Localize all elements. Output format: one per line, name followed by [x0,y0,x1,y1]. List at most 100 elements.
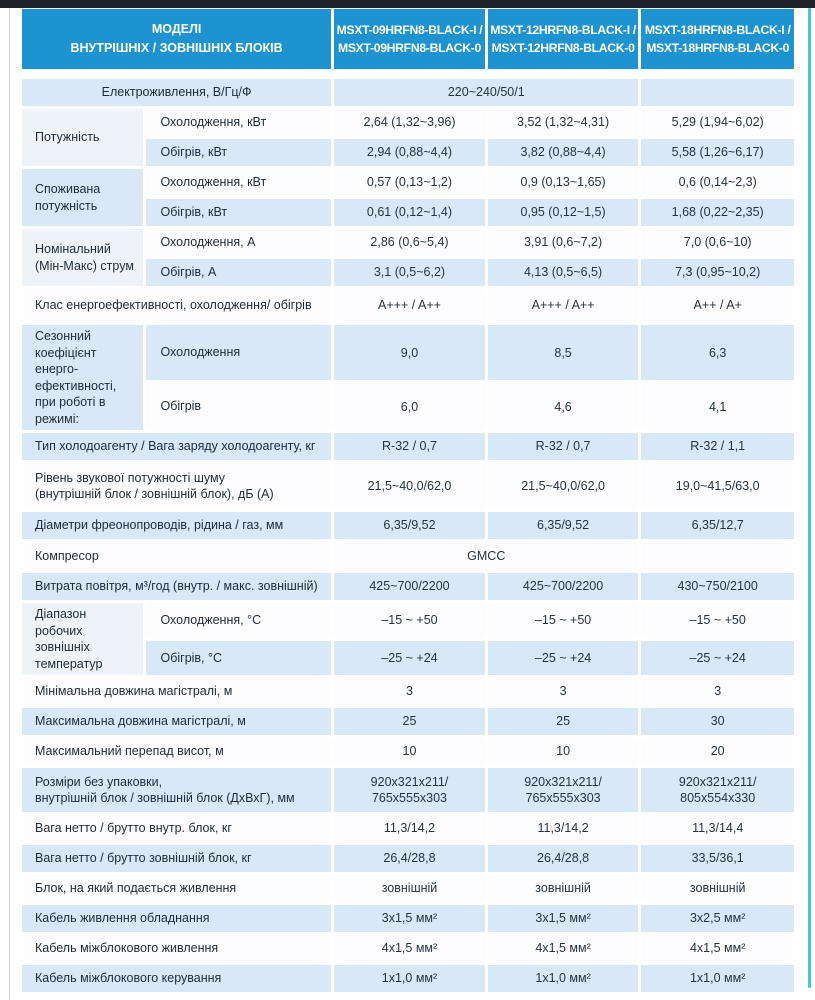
value-cell: 3,52 (1,32~4,31) [487,109,639,136]
spec-table-body: Електроживлення, В/Гц/Ф 220~240/50/1 Потуж… [22,79,794,992]
row-label: Рівень звукової потужності шуму (внутріш… [22,463,332,509]
spec-table: МОДЕЛІ ВНУТРІШНІХ / ЗОВНІШНІХ БЛОКІВ MSX… [19,6,797,995]
value-cell: 1х1,0 мм² [487,965,639,992]
table-row: Номінальний (Мін-Макс) струм Охолодження,… [22,229,794,286]
row-sub-label: Охолодження, кВт [146,169,332,196]
value-cell: 6,35/9,52 [487,512,639,539]
row-sub-label: Охолодження, А [146,229,332,256]
value-cell-merged: 220~240/50/1 [334,79,639,106]
table-row: Обігрів, °С –25 ~ +24 –25 ~ +24 –25 ~ +24 [22,640,794,675]
model-column-header-09: MSXT-09HRFN8-BLACK-I / MSXT-09HRFN8-BLAC… [334,9,485,69]
page-accent-line [808,8,811,988]
value-cell: R-32 / 0,7 [334,433,485,460]
value-cell: –25 ~ +24 [641,640,794,675]
value-cell: 430~750/2100 [641,573,794,600]
row-label: Компресор [22,542,332,570]
value-cell: 0,9 (0,13~1,65) [487,169,639,196]
table-row: Обігрів, А 3,1 (0,5~6,2) 4,13 (0,5~6,5) 7,3… [22,259,794,286]
value-cell: 3,82 (0,88~4,4) [487,139,639,166]
value-cell: A+++ / A++ [487,289,639,322]
row-label: Кабель міжблокового керування [22,965,332,992]
table-row: Обігрів, кВт 2,94 (0,88~4,4) 3,82 (0,88~4,… [22,139,794,166]
value-cell: 6,0 [334,383,485,430]
value-cell: 4,6 [487,383,639,430]
value-cell: 6,35/12,7 [641,512,794,539]
models-header-line2: ВНУТРІШНІХ / ЗОВНІШНІХ БЛОКІВ [70,41,283,55]
value-cell-empty [641,79,794,106]
table-row: Діапазон робочих зовнішніх температур Охо… [22,603,794,675]
value-cell: –25 ~ +24 [334,640,485,675]
table-row: Діаметри фреонопроводів, рідина / газ, м… [22,512,794,539]
value-cell: зовнішній [334,875,485,902]
value-cell: 2,94 (0,88~4,4) [334,139,485,166]
table-row: Максимальний перепад висот, м 10 10 20 [22,738,794,765]
row-label: Максимальний перепад висот, м [22,738,332,765]
value-cell: A++ / A+ [641,289,794,322]
value-cell: 7,0 (0,6~10) [641,229,794,256]
row-group-label: Споживана потужність [22,169,144,226]
value-cell: 0,6 (0,14~2,3) [641,169,794,196]
models-header-cell: МОДЕЛІ ВНУТРІШНІХ / ЗОВНІШНІХ БЛОКІВ [22,9,332,69]
page-top-bar [0,0,815,8]
value-cell: 425~700/2200 [334,573,485,600]
row-label: Кабель живлення обладнання [22,905,332,932]
row-label: Витрата повітря, м³/год (внутр. / макс. … [22,573,332,600]
value-cell: 5,29 (1,94~6,02) [641,109,794,136]
row-sub-label: Обігрів, кВт [146,199,332,226]
table-row: Обігрів 6,0 4,6 4,1 [22,383,794,430]
table-row: Сезонний коефіцієнт енерго- ефективності… [22,325,794,430]
row-label: Мінімальна довжина магістралі, м [22,678,332,705]
value-cell: 19,0~41,5/63,0 [641,463,794,509]
value-cell: R-32 / 0,7 [487,433,639,460]
value-cell: 1х1,0 мм² [641,965,794,992]
value-cell: зовнішній [487,875,639,902]
row-group-label: Номінальний (Мін-Макс) струм [22,229,144,286]
table-row: Споживана потужність Охолодження, кВт 0,57… [22,169,794,226]
table-row: Вага нетто / брутто внутр. блок, кг 11,3/… [22,815,794,842]
row-label: Максимальна довжина магістралі, м [22,708,332,735]
value-cell: 0,61 (0,12~1,4) [334,199,485,226]
value-cell: 4х1,5 мм² [334,935,485,962]
value-cell: 6,3 [641,325,794,381]
value-cell: 26,4/28,8 [487,845,639,872]
row-label: Блок, на який подається живлення [22,875,332,902]
value-cell-merged: GMCC [334,542,639,570]
row-label: Вага нетто / брутто зовнішній блок, кг [22,845,332,872]
value-cell: 3 [334,678,485,705]
row-group-label: Сезонний коефіцієнт енерго- ефективності… [22,325,144,430]
table-row: Витрата повітря, м³/год (внутр. / макс. … [22,573,794,600]
value-cell: 1х1,0 мм² [334,965,485,992]
header-row: МОДЕЛІ ВНУТРІШНІХ / ЗОВНІШНІХ БЛОКІВ MSX… [22,9,794,69]
value-cell: 8,5 [487,325,639,381]
header-gap [22,72,794,76]
value-cell: 0,95 (0,12~1,5) [487,199,639,226]
table-row: Клас енергоефективності, охолодження/ об… [22,289,794,322]
row-sub-label: Охолодження, кВт [146,109,332,136]
table-row: Кабель міжблокового керування 1х1,0 мм² 1х… [22,965,794,992]
value-cell: 0,57 (0,13~1,2) [334,169,485,196]
models-header-line1: МОДЕЛІ [151,22,202,37]
table-row: Вага нетто / брутто зовнішній блок, кг 26… [22,845,794,872]
model-column-header-18: MSXT-18HRFN8-BLACK-I / MSXT-18HRFN8-BLAC… [641,9,794,69]
row-group-label: Діапазон робочих зовнішніх температур [22,603,144,675]
table-row: Обігрів, кВт 0,61 (0,12~1,4) 0,95 (0,12~1,… [22,199,794,226]
table-row: Рівень звукової потужності шуму (внутріш… [22,463,794,509]
row-sub-label: Обігрів [146,383,332,430]
value-cell: 920х321х211/ 765х555х303 [334,768,485,812]
value-cell: 33,5/36,1 [641,845,794,872]
value-cell: 4х1,5 мм² [487,935,639,962]
value-cell: A+++ / A++ [334,289,485,322]
value-cell: 20 [641,738,794,765]
row-group-label: Потужність [22,109,144,166]
table-row: Кабель живлення обладнання 3х1,5 мм² 3х1,5… [22,905,794,932]
value-cell: 26,4/28,8 [334,845,485,872]
value-cell: 6,35/9,52 [334,512,485,539]
row-label: Діаметри фреонопроводів, рідина / газ, м… [22,512,332,539]
value-cell: 11,3/14,2 [334,815,485,842]
table-row: Максимальна довжина магістралі, м 25 25 30 [22,708,794,735]
value-cell: 25 [334,708,485,735]
row-label: Кабель міжблокового живлення [22,935,332,962]
value-cell: 1,68 (0,22~2,35) [641,199,794,226]
